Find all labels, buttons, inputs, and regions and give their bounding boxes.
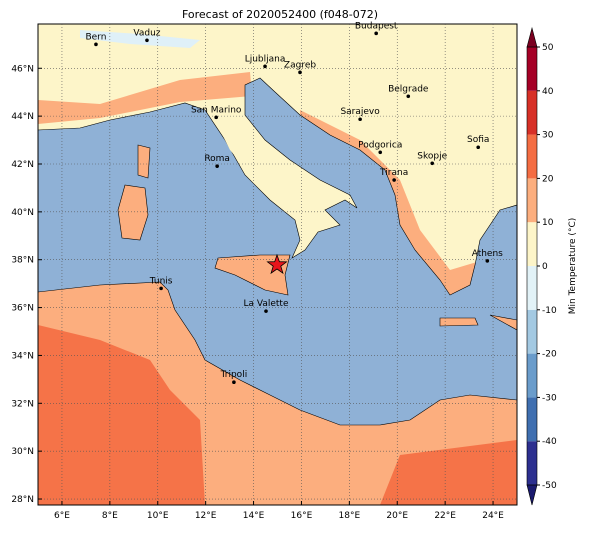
colorbar-band — [527, 90, 537, 135]
colorbar-band — [527, 222, 537, 266]
x-tick-label: 22°E — [434, 511, 456, 521]
title: Forecast of 2020052400 (f048-072) — [182, 8, 378, 21]
y-tick-label: 32°N — [11, 399, 34, 409]
city-dot — [145, 38, 149, 43]
city-dot — [159, 286, 163, 291]
x-tick-label: 18°E — [339, 511, 361, 521]
colorbar-under — [526, 484, 538, 506]
apennines — [215, 120, 300, 215]
y-tick-label: 28°N — [11, 495, 34, 505]
map-layers — [38, 24, 517, 505]
x-tick-label: 24°E — [482, 511, 504, 521]
y-tick-label: 34°N — [11, 351, 34, 361]
colorbar-tick-label: 40 — [542, 87, 554, 97]
crete — [439, 317, 479, 327]
map-frame — [37, 23, 518, 506]
city-dot — [358, 117, 362, 122]
colorbar-tick-label: 30 — [542, 131, 554, 141]
africa-hot — [380, 440, 517, 505]
colorbar-tick-label: -30 — [542, 393, 557, 403]
city-label: Podgorica — [358, 140, 402, 150]
sea — [38, 77, 517, 426]
city-dot — [232, 380, 236, 385]
x-tick-label: 12°E — [195, 511, 217, 521]
y-tick-label: 42°N — [11, 160, 34, 170]
colorbar-band — [527, 178, 537, 223]
city-label: Vaduz — [133, 28, 160, 38]
colorbar-band — [527, 309, 537, 354]
city-dot — [264, 309, 268, 313]
colorbar-band — [527, 441, 537, 485]
x-tick-label: 16°E — [291, 511, 313, 521]
city-dot — [485, 259, 490, 263]
city-label: Zagreb — [284, 60, 316, 70]
city-dot — [214, 115, 218, 120]
city-label: Sofia — [467, 135, 489, 145]
city-label: Ljubljana — [245, 54, 286, 64]
alps-cold — [80, 30, 200, 48]
city-label: Skopje — [417, 151, 447, 161]
sardinia — [117, 184, 149, 241]
city-dot — [215, 164, 219, 168]
corsica — [137, 144, 151, 179]
colorbar-band — [527, 47, 537, 91]
x-tick-label: 10°E — [147, 511, 169, 521]
city-dot — [406, 94, 411, 99]
x-tick-label: 6°E — [54, 511, 70, 521]
x-tick-label: 14°E — [243, 511, 265, 521]
city-label: La Valette — [244, 299, 289, 309]
city-label: Athens — [472, 249, 503, 259]
colorbar-band — [527, 397, 537, 442]
city-dot — [392, 178, 396, 182]
y-tick-label: 38°N — [11, 256, 34, 266]
colorbar-tick-label: -20 — [542, 350, 557, 360]
city-dot — [430, 161, 435, 166]
city-label: Belgrade — [388, 84, 429, 94]
colorbar-band — [527, 353, 537, 398]
y-tick-label: 30°N — [11, 447, 34, 457]
star-marker — [266, 253, 288, 275]
city-label: Tunis — [149, 276, 173, 286]
city-dot — [476, 145, 481, 150]
x-tick-label: 20°E — [386, 511, 408, 521]
city-dot — [94, 42, 98, 47]
y-tick-label: 36°N — [11, 304, 34, 314]
colorbar-tick-label: -50 — [542, 481, 557, 491]
city-label: Tirana — [379, 168, 408, 178]
city-label: Tripoli — [220, 370, 248, 380]
x-tick-label: 8°E — [102, 511, 118, 521]
y-tick-label: 44°N — [11, 112, 34, 122]
y-tick-label: 40°N — [11, 208, 34, 218]
city-dot — [263, 64, 267, 69]
city-label: San Marino — [191, 105, 242, 115]
colorbar-tick-label: 0 — [542, 262, 548, 272]
city-label: Roma — [204, 154, 230, 164]
colorbar-tick-label: 10 — [542, 218, 554, 228]
city-label: Sarajevo — [340, 107, 380, 117]
city-dot — [378, 150, 383, 155]
city-dot — [298, 70, 302, 75]
colorbar-tick-label: 20 — [542, 174, 554, 184]
colorbar-tick-label: 50 — [542, 43, 554, 53]
colorbar-band — [527, 266, 537, 310]
city-dot — [374, 31, 378, 36]
city-label: Budapest — [355, 21, 398, 31]
y-tick-label: 46°N — [11, 64, 34, 74]
colorbar-over — [526, 26, 538, 48]
africa-hot — [38, 325, 205, 505]
colorbar-band — [527, 134, 537, 179]
city-label: Bern — [85, 32, 106, 42]
land-warm — [38, 72, 252, 124]
colorbar-tick-label: -10 — [542, 306, 557, 316]
colorbar-tick-label: -40 — [542, 437, 557, 447]
colorbar-label: Min Temperature (°C) — [568, 218, 578, 315]
